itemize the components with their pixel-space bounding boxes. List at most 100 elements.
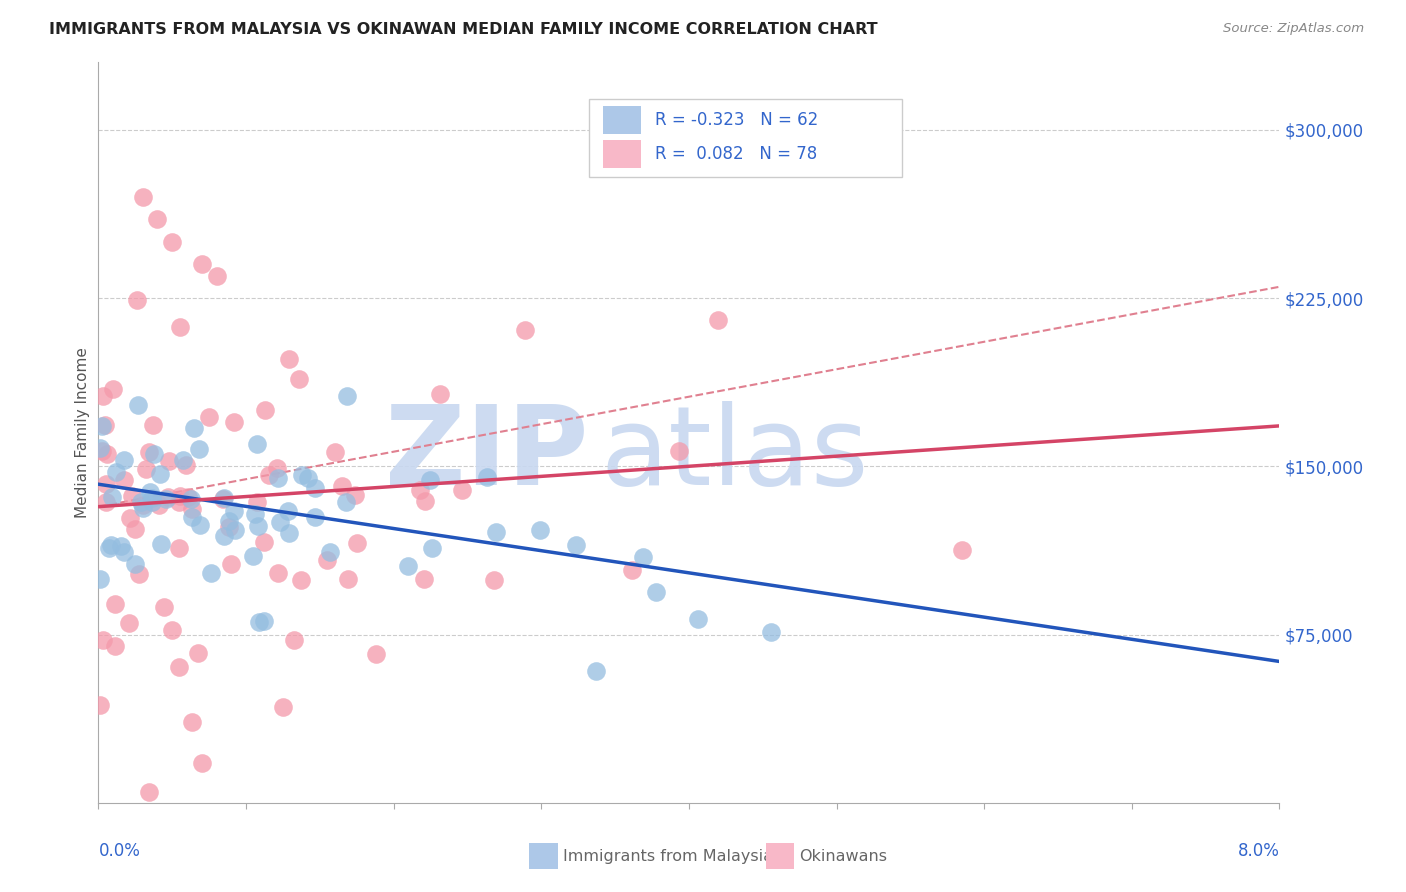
Text: ZIP: ZIP	[385, 401, 589, 508]
Point	[482, 574, 505, 588]
Point	[218, 520, 240, 534]
Point	[191, 257, 214, 271]
Point	[396, 558, 419, 573]
Point	[191, 756, 214, 771]
Point	[132, 498, 155, 512]
Point	[167, 660, 190, 674]
Point	[266, 461, 288, 475]
Point	[180, 510, 202, 524]
Point	[110, 539, 132, 553]
Point	[304, 481, 326, 495]
Point	[104, 597, 127, 611]
Point	[219, 557, 242, 571]
Point	[631, 549, 654, 564]
Point	[644, 584, 666, 599]
Point	[585, 664, 607, 678]
Point	[366, 647, 388, 661]
Point	[112, 453, 135, 467]
Point	[485, 525, 508, 540]
Point	[246, 437, 269, 451]
Point	[167, 541, 190, 555]
Point	[104, 465, 127, 479]
Point	[211, 491, 233, 506]
Point	[420, 541, 443, 556]
Point	[323, 445, 346, 459]
Point	[198, 409, 221, 424]
Point	[337, 572, 360, 586]
Point	[278, 351, 301, 366]
Text: Source: ZipAtlas.com: Source: ZipAtlas.com	[1223, 22, 1364, 36]
Point	[254, 403, 277, 417]
Text: 8.0%: 8.0%	[1237, 842, 1279, 860]
Point	[257, 468, 280, 483]
Point	[155, 491, 177, 506]
Point	[121, 489, 143, 503]
Point	[142, 447, 165, 461]
Point	[89, 441, 111, 455]
Point	[451, 483, 474, 497]
Text: Immigrants from Malaysia: Immigrants from Malaysia	[562, 848, 772, 863]
Point	[246, 519, 269, 533]
Point	[91, 389, 114, 403]
Point	[297, 471, 319, 485]
Point	[277, 503, 299, 517]
Point	[169, 489, 191, 503]
Text: R =  0.082   N = 78: R = 0.082 N = 78	[655, 145, 817, 163]
Point	[153, 600, 176, 615]
Point	[160, 623, 183, 637]
FancyBboxPatch shape	[589, 99, 901, 178]
Point	[291, 468, 314, 483]
Point	[141, 495, 163, 509]
Point	[413, 494, 436, 508]
Point	[91, 443, 114, 458]
Point	[565, 538, 588, 552]
Point	[200, 566, 222, 581]
Point	[218, 514, 240, 528]
Point	[91, 633, 114, 648]
Point	[205, 268, 228, 283]
Point	[101, 382, 124, 396]
Point	[620, 563, 643, 577]
Point	[104, 639, 127, 653]
Point	[124, 522, 146, 536]
Y-axis label: Median Family Income: Median Family Income	[75, 347, 90, 518]
Point	[343, 488, 366, 502]
Point	[112, 473, 135, 487]
Point	[513, 323, 536, 337]
Point	[253, 535, 276, 549]
Text: IMMIGRANTS FROM MALAYSIA VS OKINAWAN MEDIAN FAMILY INCOME CORRELATION CHART: IMMIGRANTS FROM MALAYSIA VS OKINAWAN MED…	[49, 22, 877, 37]
Point	[89, 698, 111, 713]
Point	[96, 495, 118, 509]
Point	[304, 510, 326, 524]
Point	[135, 462, 157, 476]
Point	[127, 293, 149, 307]
Point	[529, 523, 551, 537]
Point	[335, 495, 357, 509]
Point	[169, 320, 191, 334]
Point	[336, 389, 359, 403]
Point	[93, 417, 115, 432]
Text: atlas: atlas	[600, 401, 869, 508]
Point	[128, 566, 150, 581]
Point	[283, 632, 305, 647]
Point	[118, 615, 141, 630]
Point	[242, 549, 264, 563]
Point	[157, 454, 180, 468]
Point	[146, 212, 169, 227]
Point	[950, 543, 973, 558]
Point	[269, 516, 291, 530]
Point	[408, 483, 430, 497]
Point	[112, 544, 135, 558]
Point	[100, 538, 122, 552]
Point	[118, 511, 141, 525]
Point	[139, 485, 162, 500]
Point	[142, 417, 165, 432]
Point	[429, 386, 451, 401]
Point	[187, 646, 209, 660]
Point	[290, 573, 312, 587]
FancyBboxPatch shape	[603, 140, 641, 169]
Point	[183, 421, 205, 435]
Point	[212, 491, 235, 505]
Point	[100, 490, 122, 504]
Point	[162, 235, 183, 249]
